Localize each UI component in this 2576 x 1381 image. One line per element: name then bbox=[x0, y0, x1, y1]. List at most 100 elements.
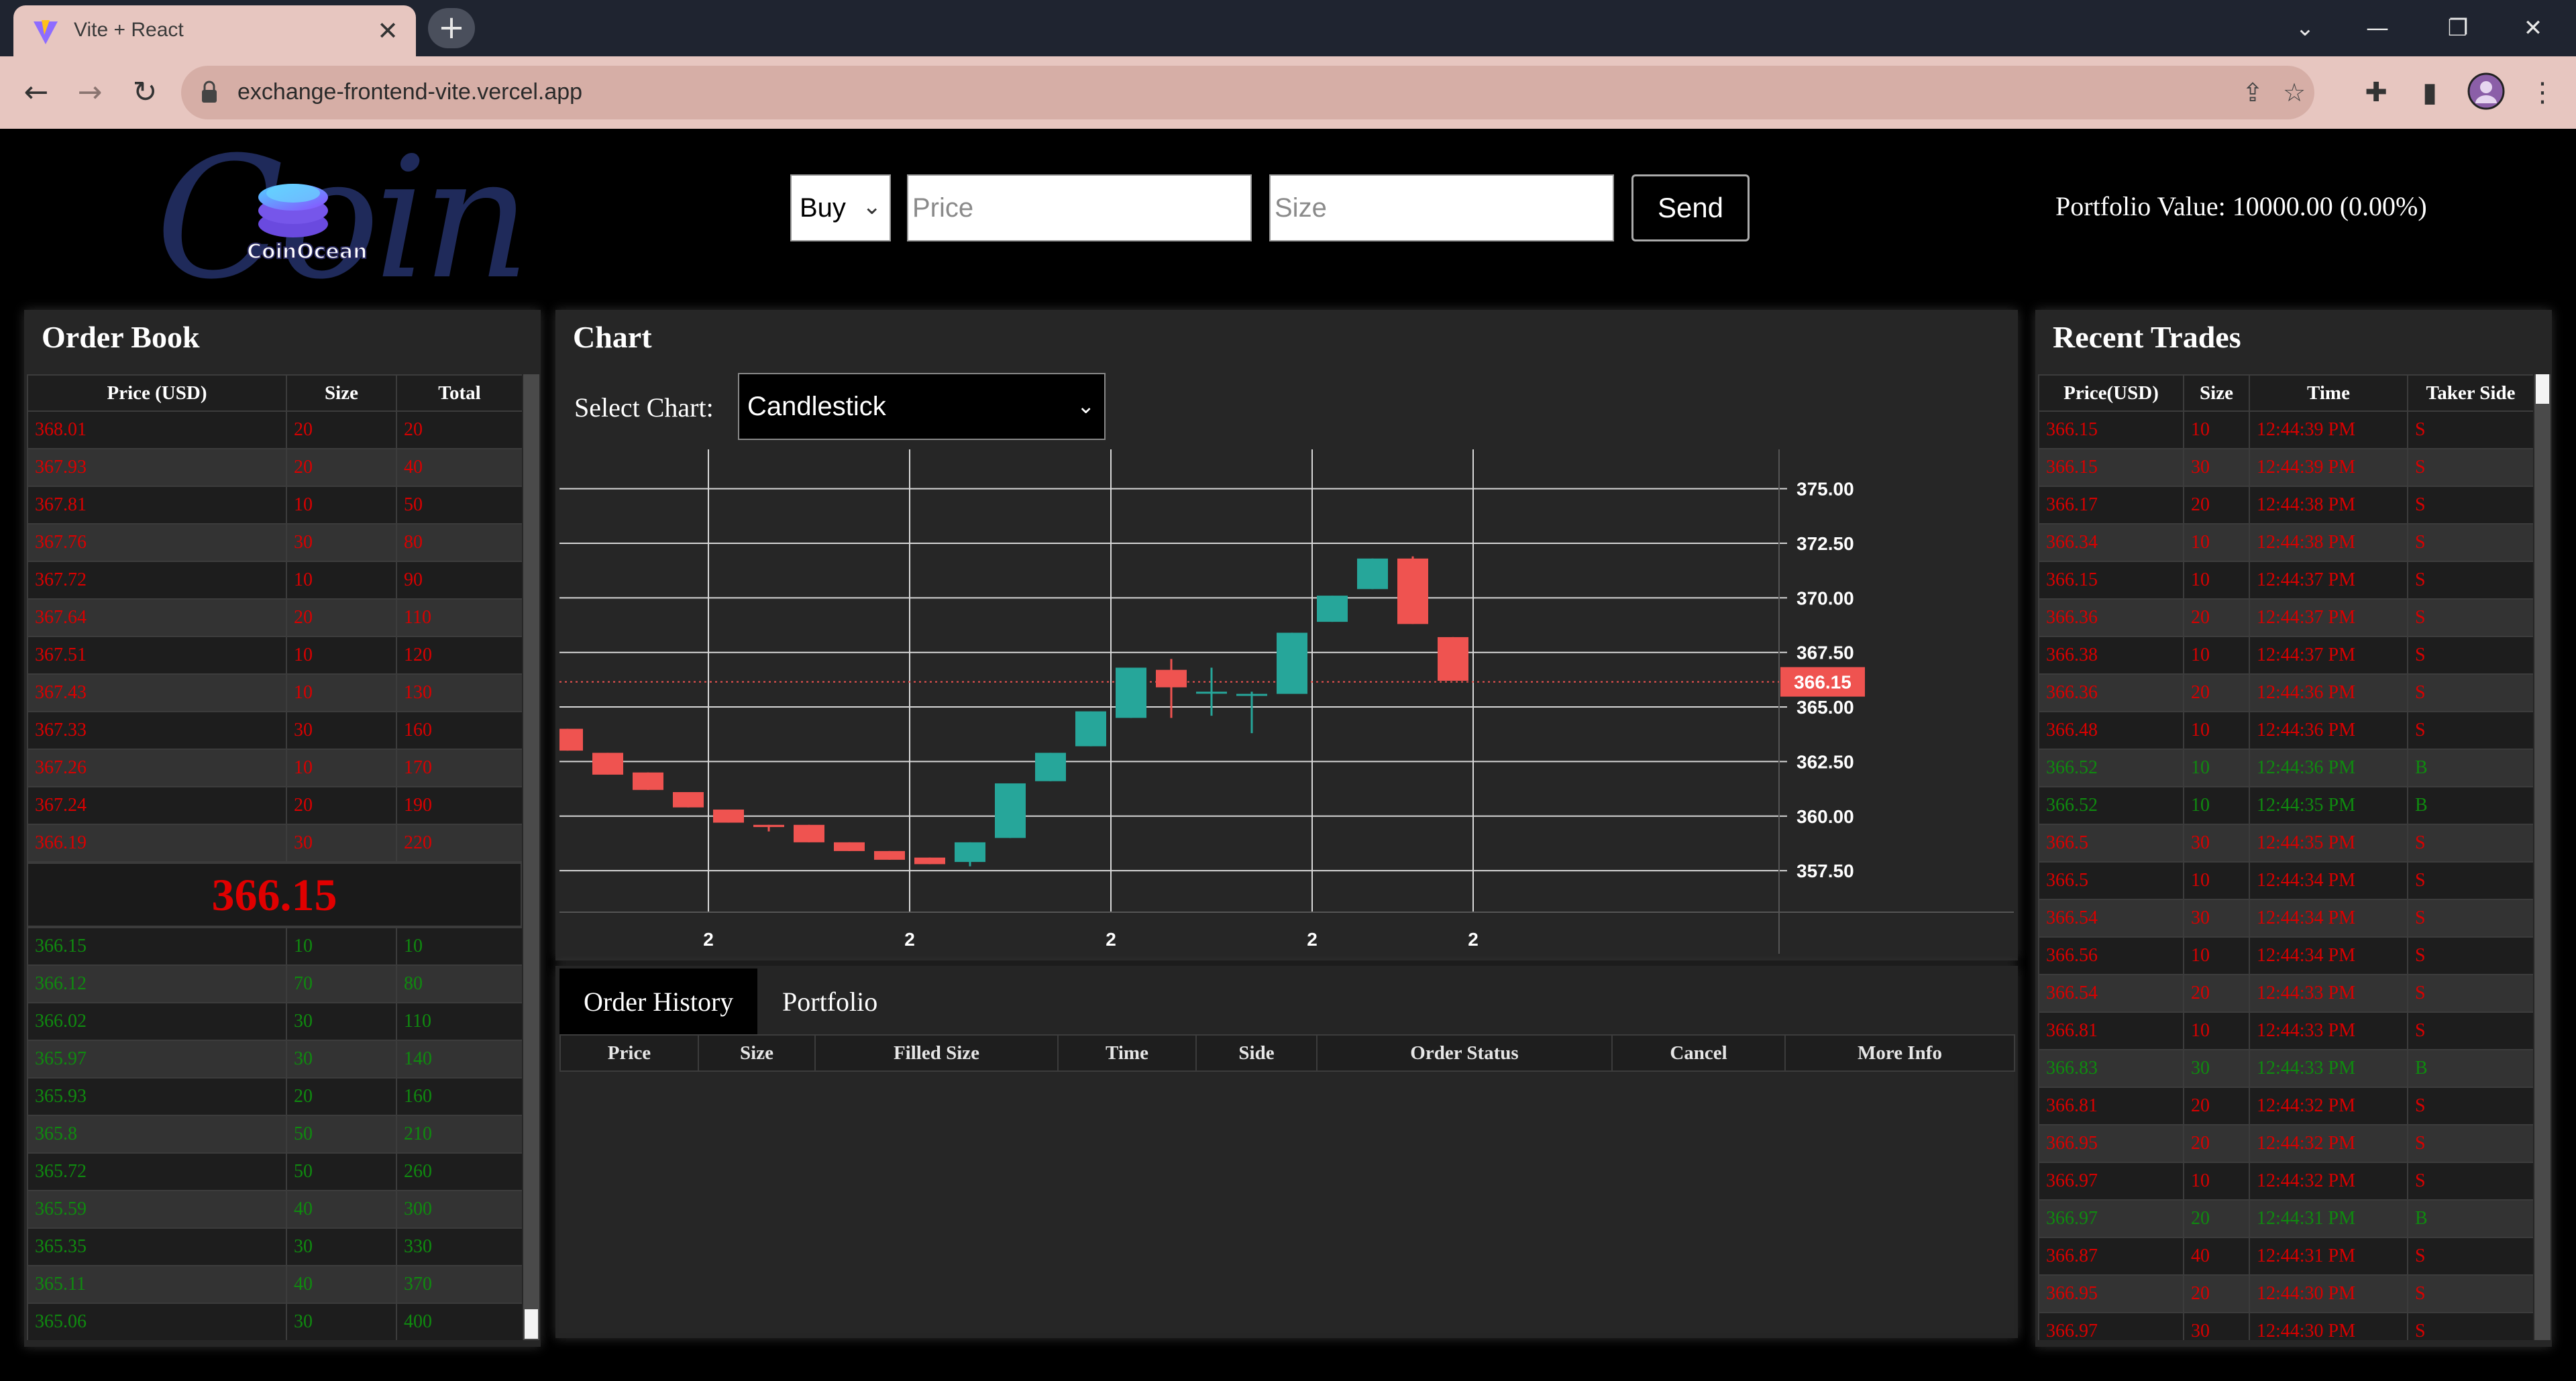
table-cell: 366.87 bbox=[2038, 1237, 2184, 1276]
col-header-more-info: More Info bbox=[1784, 1034, 2015, 1072]
back-icon[interactable]: ← bbox=[23, 75, 49, 109]
bid-row[interactable]: 366.02 30 110 bbox=[27, 1002, 522, 1041]
trade-row[interactable]: 366.52 10 12:44:35 PM B bbox=[2038, 786, 2533, 825]
restore-icon[interactable]: ❐ bbox=[2447, 15, 2469, 42]
side-panel-icon[interactable]: ▮ bbox=[2422, 77, 2437, 108]
ask-row[interactable]: 367.51 10 120 bbox=[27, 636, 522, 675]
scrollbar-thumb[interactable] bbox=[525, 1309, 538, 1339]
trade-row[interactable]: 366.15 10 12:44:37 PM S bbox=[2038, 561, 2533, 600]
recent-trades-table-wrap[interactable]: Price(USD) Size Time Taker Side 366.15 10… bbox=[2038, 374, 2533, 1340]
y-tick-label: 360.00 bbox=[1796, 806, 1854, 827]
order-book-table-wrap[interactable]: Price (USD) Size Total 368.01 20 20 367.93 2… bbox=[27, 374, 522, 1340]
ask-row[interactable]: 367.24 20 190 bbox=[27, 786, 522, 825]
trade-row[interactable]: 366.97 10 12:44:32 PM S bbox=[2038, 1162, 2533, 1201]
ask-row[interactable]: 367.81 10 50 bbox=[27, 486, 522, 524]
tab-close-icon[interactable]: ✕ bbox=[377, 17, 398, 46]
candle-body bbox=[633, 772, 663, 790]
order-book-scrollbar[interactable] bbox=[523, 374, 539, 1340]
trade-row[interactable]: 366.54 20 12:44:33 PM S bbox=[2038, 974, 2533, 1013]
bid-row[interactable]: 365.97 30 140 bbox=[27, 1040, 522, 1079]
bid-row[interactable]: 366.15 10 10 bbox=[27, 927, 522, 966]
trade-row[interactable]: 366.97 20 12:44:31 PM B bbox=[2038, 1199, 2533, 1238]
url-text[interactable]: exchange-frontend-vite.vercel.app bbox=[237, 79, 583, 105]
ask-row[interactable]: 367.64 20 110 bbox=[27, 598, 522, 637]
scrollbar-thumb[interactable] bbox=[2536, 374, 2549, 404]
ask-row[interactable]: 367.43 10 130 bbox=[27, 673, 522, 712]
ask-row[interactable]: 367.33 30 160 bbox=[27, 711, 522, 750]
forward-icon[interactable]: → bbox=[77, 75, 103, 109]
trade-row[interactable]: 366.38 10 12:44:37 PM S bbox=[2038, 636, 2533, 675]
ask-row[interactable]: 367.76 30 80 bbox=[27, 523, 522, 562]
col-header-filled-size: Filled Size bbox=[814, 1034, 1059, 1072]
table-cell: S bbox=[2407, 673, 2533, 712]
candle-body bbox=[995, 783, 1026, 838]
bid-row[interactable]: 365.93 20 160 bbox=[27, 1077, 522, 1116]
ask-row[interactable]: 367.72 10 90 bbox=[27, 561, 522, 600]
table-cell: 10 bbox=[286, 927, 397, 966]
trade-row[interactable]: 366.5 10 12:44:34 PM S bbox=[2038, 861, 2533, 900]
bid-row[interactable]: 365.06 30 400 bbox=[27, 1303, 522, 1340]
side-select[interactable]: Buy ⌄ bbox=[790, 174, 891, 241]
price-input[interactable] bbox=[907, 174, 1252, 241]
extensions-icon[interactable]: ✚ bbox=[2365, 77, 2387, 108]
trade-row[interactable]: 366.48 10 12:44:36 PM S bbox=[2038, 711, 2533, 750]
trade-row[interactable]: 366.54 30 12:44:34 PM S bbox=[2038, 899, 2533, 938]
tab-portfolio[interactable]: Portfolio bbox=[782, 987, 878, 1017]
table-cell: 12:44:36 PM bbox=[2249, 673, 2408, 712]
trade-row[interactable]: 366.52 10 12:44:36 PM B bbox=[2038, 749, 2533, 787]
table-cell: 370 bbox=[396, 1265, 522, 1304]
trade-row[interactable]: 366.83 30 12:44:33 PM B bbox=[2038, 1049, 2533, 1088]
table-cell: S bbox=[2407, 1274, 2533, 1313]
address-bar[interactable]: exchange-frontend-vite.vercel.app ⇪ ☆ bbox=[181, 66, 2314, 119]
bid-row[interactable]: 365.72 50 260 bbox=[27, 1152, 522, 1191]
ask-row[interactable]: 367.26 10 170 bbox=[27, 749, 522, 787]
bid-row[interactable]: 366.12 70 80 bbox=[27, 964, 522, 1003]
ask-row[interactable]: 367.93 20 40 bbox=[27, 448, 522, 487]
ask-row[interactable]: 368.01 20 20 bbox=[27, 410, 522, 449]
trade-row[interactable]: 366.15 30 12:44:39 PM S bbox=[2038, 448, 2533, 487]
size-input[interactable] bbox=[1269, 174, 1614, 241]
table-cell: B bbox=[2407, 749, 2533, 787]
bid-row[interactable]: 365.35 30 330 bbox=[27, 1227, 522, 1266]
ask-row[interactable]: 366.19 30 220 bbox=[27, 824, 522, 863]
minimize-icon[interactable]: — bbox=[2366, 15, 2389, 42]
browser-menu-icon[interactable]: ⋮ bbox=[2529, 77, 2556, 108]
trade-row[interactable]: 366.36 20 12:44:36 PM S bbox=[2038, 673, 2533, 712]
close-window-icon[interactable]: ✕ bbox=[2523, 15, 2543, 42]
trade-row[interactable]: 366.17 20 12:44:38 PM S bbox=[2038, 486, 2533, 524]
table-cell: 366.81 bbox=[2038, 1087, 2184, 1125]
trade-row[interactable]: 366.87 40 12:44:31 PM S bbox=[2038, 1237, 2533, 1276]
trade-row[interactable]: 366.5 30 12:44:35 PM S bbox=[2038, 824, 2533, 863]
side-select-value: Buy bbox=[800, 193, 846, 223]
bid-row[interactable]: 365.8 50 210 bbox=[27, 1115, 522, 1154]
chevron-down-icon: ⌄ bbox=[862, 194, 882, 219]
trade-row[interactable]: 366.34 10 12:44:38 PM S bbox=[2038, 523, 2533, 562]
tab-search-icon[interactable]: ⌄ bbox=[2295, 15, 2315, 42]
trade-row[interactable]: 366.56 10 12:44:34 PM S bbox=[2038, 936, 2533, 975]
new-tab-button[interactable]: + bbox=[428, 8, 475, 48]
browser-toolbar: ← → ↻ exchange-frontend-vite.vercel.app … bbox=[0, 56, 2576, 129]
send-button[interactable]: Send bbox=[1631, 174, 1750, 241]
trade-row[interactable]: 366.81 10 12:44:33 PM S bbox=[2038, 1011, 2533, 1050]
table-cell: 12:44:32 PM bbox=[2249, 1162, 2408, 1201]
profile-avatar[interactable] bbox=[2467, 72, 2505, 110]
trade-row[interactable]: 366.97 30 12:44:30 PM S bbox=[2038, 1312, 2533, 1340]
table-cell: 12:44:39 PM bbox=[2249, 410, 2408, 449]
bid-row[interactable]: 365.59 40 300 bbox=[27, 1190, 522, 1229]
trade-row[interactable]: 366.15 10 12:44:39 PM S bbox=[2038, 410, 2533, 449]
trade-row[interactable]: 366.95 20 12:44:32 PM S bbox=[2038, 1124, 2533, 1163]
trade-row[interactable]: 366.81 20 12:44:32 PM S bbox=[2038, 1087, 2533, 1125]
recent-trades-scrollbar[interactable] bbox=[2534, 374, 2551, 1340]
browser-tab[interactable]: Vite + React ✕ bbox=[13, 5, 416, 56]
table-cell: 367.64 bbox=[27, 598, 287, 637]
candlestick-chart[interactable]: 375.00 372.50 370.00 367.50 365.00 362.50 360.… bbox=[559, 449, 2014, 954]
trade-row[interactable]: 366.95 20 12:44:30 PM S bbox=[2038, 1274, 2533, 1313]
tab-order-history[interactable]: Order History bbox=[559, 969, 758, 1034]
reload-icon[interactable]: ↻ bbox=[132, 75, 158, 109]
trade-row[interactable]: 366.36 20 12:44:37 PM S bbox=[2038, 598, 2533, 637]
chart-type-select[interactable]: Candlestick ⌄ bbox=[738, 373, 1106, 440]
bookmark-star-icon[interactable]: ☆ bbox=[2282, 78, 2306, 107]
share-icon[interactable]: ⇪ bbox=[2242, 78, 2263, 107]
bid-row[interactable]: 365.11 40 370 bbox=[27, 1265, 522, 1304]
table-cell: S bbox=[2407, 561, 2533, 600]
